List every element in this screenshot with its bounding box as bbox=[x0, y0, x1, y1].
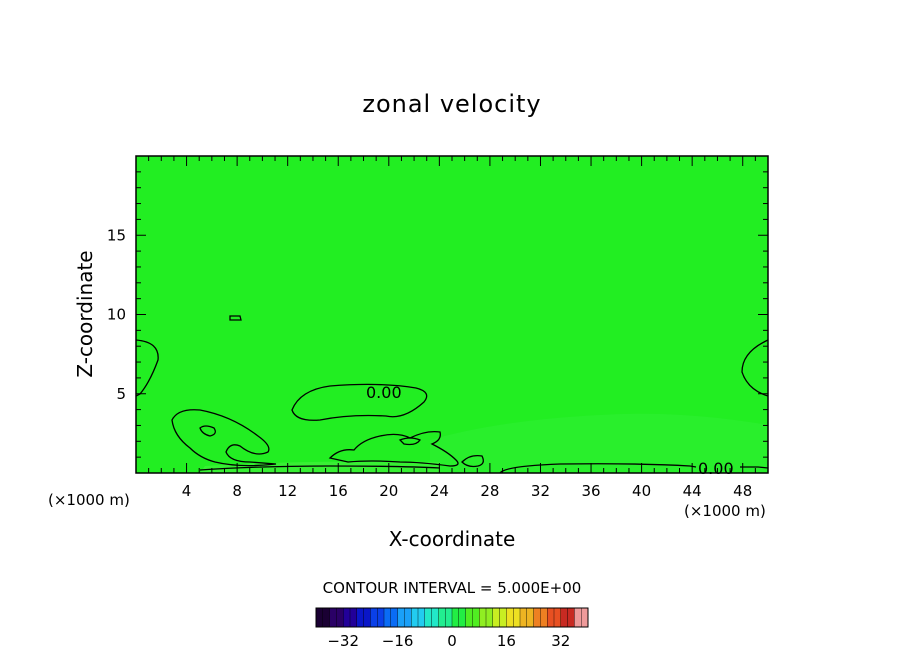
colorbar-swatch bbox=[363, 607, 371, 628]
colorbar-swatch bbox=[485, 607, 494, 628]
x-unit-right: (×1000 m) bbox=[684, 502, 766, 520]
contour-left-inner bbox=[199, 425, 216, 437]
contour-bottom-strip bbox=[499, 463, 697, 474]
colorbar-swatch bbox=[465, 607, 473, 628]
contour-center-lower bbox=[328, 430, 459, 467]
field-shading-bottom bbox=[200, 461, 440, 473]
y-tick-label: 5 bbox=[116, 385, 126, 403]
contour-bottom-left bbox=[199, 465, 441, 471]
y-tick-label: 15 bbox=[107, 226, 126, 244]
colorbar-swatch bbox=[417, 607, 426, 628]
colorbar-swatch bbox=[581, 607, 589, 628]
x-tick-label: 36 bbox=[581, 482, 600, 500]
colorbar-swatch bbox=[343, 607, 351, 628]
colorbar-swatch bbox=[322, 607, 331, 628]
contour-right-edge bbox=[741, 339, 769, 397]
x-tick-label: 48 bbox=[733, 482, 752, 500]
contour-interval-footer: CONTOUR INTERVAL = 5.000E+00 bbox=[323, 579, 582, 597]
colorbar-swatch bbox=[397, 607, 405, 628]
colorbar-swatch bbox=[424, 607, 433, 628]
contour-left-edge bbox=[135, 339, 159, 397]
colorbar-swatch bbox=[533, 607, 541, 628]
colorbar-tick-label: 32 bbox=[551, 632, 570, 650]
colorbar-swatch bbox=[431, 607, 439, 628]
colorbar-swatch bbox=[329, 607, 337, 628]
colorbar-swatch bbox=[472, 607, 480, 628]
contour-center-inner bbox=[398, 437, 421, 446]
chart-title: zonal velocity bbox=[362, 90, 541, 118]
colorbar-tick-label: −16 bbox=[382, 632, 414, 650]
x-unit-left: (×1000 m) bbox=[48, 491, 130, 509]
colorbar-frame bbox=[315, 607, 589, 628]
colorbar-swatch bbox=[458, 607, 467, 628]
colorbar-swatch bbox=[404, 607, 412, 628]
contour-center-blob bbox=[291, 383, 428, 421]
x-tick-label: 16 bbox=[329, 482, 348, 500]
contour-label-1: 0.00 bbox=[698, 459, 734, 478]
x-tick-label: 40 bbox=[632, 482, 651, 500]
colorbar-swatch bbox=[315, 607, 324, 628]
y-axis-label: Z-coordinate bbox=[73, 250, 97, 377]
colorbar-swatch bbox=[499, 607, 507, 628]
x-tick-label: 44 bbox=[683, 482, 702, 500]
colorbar-ticks: −32 −16 0 16 32 bbox=[327, 632, 570, 650]
colorbar-swatch bbox=[390, 607, 399, 628]
colorbar bbox=[315, 607, 589, 628]
contour-small-right bbox=[461, 454, 484, 468]
x-tick-label: 20 bbox=[379, 482, 398, 500]
contour-bottom-right bbox=[740, 466, 769, 469]
colorbar-tick-label: 0 bbox=[447, 632, 457, 650]
colorbar-swatch bbox=[513, 607, 521, 628]
colorbar-tick-label: 16 bbox=[497, 632, 516, 650]
y-tick-label: 10 bbox=[107, 306, 126, 324]
colorbar-swatch bbox=[540, 607, 548, 628]
colorbar-swatch bbox=[526, 607, 535, 628]
contour-left-blob bbox=[171, 409, 277, 467]
colorbar-swatch bbox=[383, 607, 392, 628]
colorbar-swatch bbox=[370, 607, 378, 628]
colorbar-swatch bbox=[560, 607, 569, 628]
x-tick-label: 24 bbox=[430, 482, 449, 500]
x-axis: 4 8 12 16 20 24 28 32 36 40 44 48 bbox=[148, 156, 756, 500]
contour-lines bbox=[135, 315, 769, 474]
plot-area: 0.00 0.00 bbox=[135, 155, 769, 478]
colorbar-swatch bbox=[553, 607, 562, 628]
colorbar-tick-label: −32 bbox=[327, 632, 359, 650]
colorbar-swatch bbox=[438, 607, 446, 628]
colorbar-swatch bbox=[479, 607, 487, 628]
colorbar-swatch bbox=[356, 607, 365, 628]
x-tick-label: 28 bbox=[480, 482, 499, 500]
colorbar-swatch bbox=[574, 607, 582, 628]
x-tick-label: 12 bbox=[278, 482, 297, 500]
contour-label-0: 0.00 bbox=[366, 383, 402, 402]
x-tick-label: 8 bbox=[232, 482, 242, 500]
colorbar-swatch bbox=[411, 607, 419, 628]
colorbar-swatch bbox=[349, 607, 358, 628]
x-axis-label: X-coordinate bbox=[389, 527, 516, 551]
x-tick-label: 32 bbox=[531, 482, 550, 500]
colorbar-swatch bbox=[567, 607, 575, 628]
colorbar-swatch bbox=[445, 607, 453, 628]
x-tick-label: 4 bbox=[182, 482, 192, 500]
y-axis: 5 10 15 bbox=[107, 171, 768, 458]
colorbar-swatch bbox=[336, 607, 344, 628]
contour-small-loop bbox=[229, 315, 242, 321]
colorbar-swatch bbox=[519, 607, 528, 628]
colorbar-swatch bbox=[377, 607, 385, 628]
colorbar-swatch bbox=[547, 607, 555, 628]
colorbar-swatch bbox=[451, 607, 460, 628]
field-shading-low bbox=[430, 413, 768, 473]
colorbar-swatch bbox=[506, 607, 514, 628]
colorbar-swatch bbox=[492, 607, 501, 628]
